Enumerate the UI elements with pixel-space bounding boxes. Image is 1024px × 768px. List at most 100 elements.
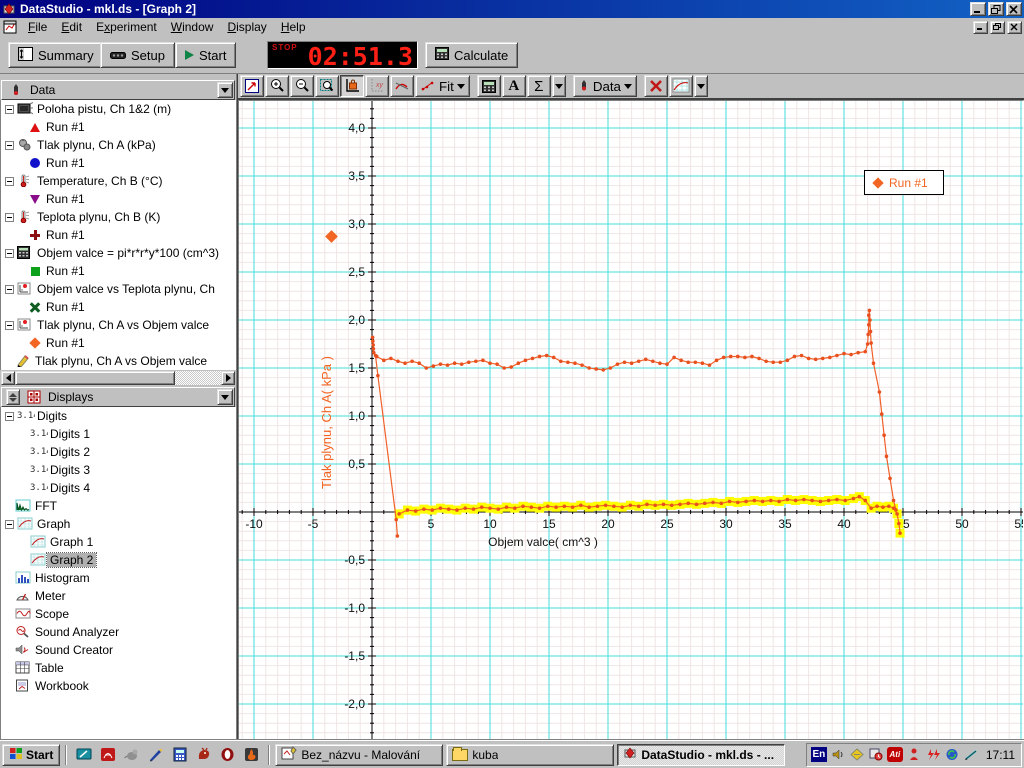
mdi-restore-button[interactable]	[990, 20, 1005, 34]
keyboard-layout-indicator[interactable]: En	[810, 747, 827, 762]
data_panel-row-tlak-plynu-ch-a-kpa-[interactable]: Tlak plynu, Ch A (kPa)	[1, 136, 235, 154]
text-annotation-button[interactable]: A	[501, 75, 526, 97]
zoom-out-button[interactable]	[290, 75, 314, 97]
data_panel-row-run-1[interactable]: Run #1	[1, 118, 235, 136]
displays_panel-row-table[interactable]: Table	[1, 659, 235, 677]
task-datastudio[interactable]: DataStudio - mkl.ds - ...	[617, 743, 786, 766]
displays_panel-row-graph[interactable]: Graph	[1, 515, 235, 533]
scale-to-fit-button[interactable]	[240, 75, 264, 97]
bird-icon[interactable]	[123, 747, 140, 763]
displays_panel-row-graph-2[interactable]: Graph 2	[1, 551, 235, 569]
data_panel-row-run-1[interactable]: Run #1	[1, 190, 235, 208]
data_panel-row-poloha-pistu-ch-1-2-m-[interactable]: Poloha pistu, Ch 1&2 (m)	[1, 100, 235, 118]
menu-experiment[interactable]: Experiment	[96, 20, 157, 34]
collapse-toggle[interactable]	[5, 284, 14, 294]
collapse-toggle[interactable]	[5, 320, 14, 330]
data-panel-header[interactable]: Data	[1, 80, 235, 100]
data_panel-row-temperature-ch-b-c-[interactable]: Temperature, Ch B (°C)	[1, 172, 235, 190]
acrobat-icon[interactable]	[99, 747, 116, 763]
menu-window[interactable]: Window	[170, 20, 214, 34]
task-paint[interactable]: Bez_názvu - Malování	[275, 743, 444, 766]
data_panel-row-run-1[interactable]: Run #1	[1, 262, 235, 280]
collapse-toggle[interactable]	[5, 176, 14, 186]
data_panel-row-teplota-plynu-ch-b-k-[interactable]: Teplota plynu, Ch B (K)	[1, 208, 235, 226]
scroll-thumb[interactable]	[15, 371, 175, 385]
data_panel-row-run-1[interactable]: Run #1	[1, 334, 235, 352]
dialup-pencil-icon[interactable]	[963, 747, 979, 762]
displays_panel-row-scope[interactable]: Scope	[1, 605, 235, 623]
displays_panel-row-digits-2[interactable]: 3.14Digits 2	[1, 443, 235, 461]
zoom-select-button[interactable]	[315, 75, 339, 97]
displays_panel-row-digits-4[interactable]: 3.14Digits 4	[1, 479, 235, 497]
collapse-toggle[interactable]	[5, 248, 14, 258]
data_panel-row-tlak-plynu-ch-a-vs-objem-valce[interactable]: x Tlak plynu, Ch A vs Objem valce	[1, 316, 235, 334]
opera-icon[interactable]	[219, 747, 236, 763]
y-axis-title[interactable]: Tlak plynu, Ch A( kPa )	[319, 356, 334, 489]
collapse-toggle[interactable]	[5, 411, 14, 421]
sync-arrows-icon[interactable]	[944, 747, 960, 762]
graph-calculate-button[interactable]	[476, 75, 501, 97]
slope-tool-button[interactable]	[390, 75, 414, 97]
scroll-track[interactable]	[175, 371, 221, 385]
displays_panel-row-meter[interactable]: Meter	[1, 587, 235, 605]
displays-panel-header[interactable]: Displays	[1, 387, 235, 407]
collapse-toggle[interactable]	[5, 104, 14, 114]
show-desktop-icon[interactable]	[75, 747, 92, 763]
displays_panel-row-graph-1[interactable]: Graph 1	[1, 533, 235, 551]
pen-writer-icon[interactable]	[147, 747, 164, 763]
panel-splitter-handle[interactable]	[6, 389, 20, 405]
data_panel-row-tlak-plynu-ch-a-vs-objem-valce[interactable]: Tlak plynu, Ch A vs Objem valce	[1, 352, 235, 370]
displays_panel-row-digits[interactable]: 3.14Digits	[1, 407, 235, 425]
red-agent-icon[interactable]	[906, 747, 922, 762]
power-bolt-icon[interactable]	[925, 747, 941, 762]
scroll-right-button[interactable]	[221, 371, 235, 385]
scroll-left-button[interactable]	[1, 371, 15, 385]
task-folder-kuba[interactable]: kuba	[446, 743, 615, 766]
calculate-button[interactable]: Calculate	[425, 42, 519, 68]
restore-button[interactable]	[988, 2, 1004, 16]
xy-tool-button[interactable]: xy	[365, 75, 389, 97]
minimize-button[interactable]	[970, 2, 986, 16]
displays_panel-row-sound-analyzer[interactable]: Sound Analyzer	[1, 623, 235, 641]
data-tree-hscrollbar[interactable]	[1, 371, 235, 385]
volume-icon[interactable]	[830, 747, 846, 762]
ati-tray-icon[interactable]: Ati	[886, 747, 903, 762]
statistics-dropdown[interactable]	[551, 75, 566, 97]
smart-tool-button[interactable]	[340, 75, 364, 97]
start-button[interactable]: Start	[175, 42, 237, 68]
graph-settings-dropdown[interactable]	[693, 75, 708, 97]
calculator-icon[interactable]	[171, 747, 188, 763]
statistics-button[interactable]: Σ	[526, 75, 551, 97]
displays-dropdown-button[interactable]	[217, 389, 233, 405]
plot-area[interactable]: -10-55101520253035404550554,03,53,02,52,…	[238, 100, 1024, 740]
data-dropdown-button[interactable]	[217, 82, 233, 98]
displays_panel-row-digits-1[interactable]: 3.14Digits 1	[1, 425, 235, 443]
summary-button[interactable]: Summary	[8, 42, 104, 68]
displays_panel-row-histogram[interactable]: Histogram	[1, 569, 235, 587]
collapse-toggle[interactable]	[5, 140, 14, 150]
zoom-in-button[interactable]	[265, 75, 289, 97]
scheduler-icon[interactable]	[868, 747, 884, 762]
data_panel-row-objem-valce-vs-teplota-plynu-ch[interactable]: x Objem valce vs Teplota plynu, Ch	[1, 280, 235, 298]
displays_panel-row-fft[interactable]: FFT	[1, 497, 235, 515]
displays_panel-row-digits-3[interactable]: 3.14Digits 3	[1, 461, 235, 479]
displays_panel-row-sound-creator[interactable]: Sound Creator	[1, 641, 235, 659]
displays_panel-row-workbook[interactable]: Workbook	[1, 677, 235, 695]
menu-edit[interactable]: Edit	[61, 20, 83, 34]
setup-button[interactable]: Setup	[100, 42, 175, 68]
delete-button[interactable]	[643, 75, 668, 97]
data_panel-row-objem-valce-pi-r-r-y-100-cm-3-[interactable]: Objem valce = pi*r*r*y*100 (cm^3)	[1, 244, 235, 262]
data_panel-row-run-1[interactable]: Run #1	[1, 226, 235, 244]
data_panel-row-run-1[interactable]: Run #1	[1, 298, 235, 316]
mdi-close-button[interactable]	[1007, 20, 1022, 34]
collapse-toggle[interactable]	[5, 519, 14, 529]
dragon-icon[interactable]	[195, 747, 212, 763]
x-axis-title[interactable]: Objem valce( cm^3 )	[488, 535, 598, 549]
close-button[interactable]	[1006, 2, 1022, 16]
winamp-icon[interactable]	[243, 747, 260, 763]
collapse-toggle[interactable]	[5, 212, 14, 222]
data_panel-row-run-1[interactable]: Run #1	[1, 154, 235, 172]
graph-document-icon[interactable]	[3, 20, 18, 34]
graph-settings-button[interactable]	[668, 75, 693, 97]
menu-display[interactable]: Display	[227, 20, 267, 34]
